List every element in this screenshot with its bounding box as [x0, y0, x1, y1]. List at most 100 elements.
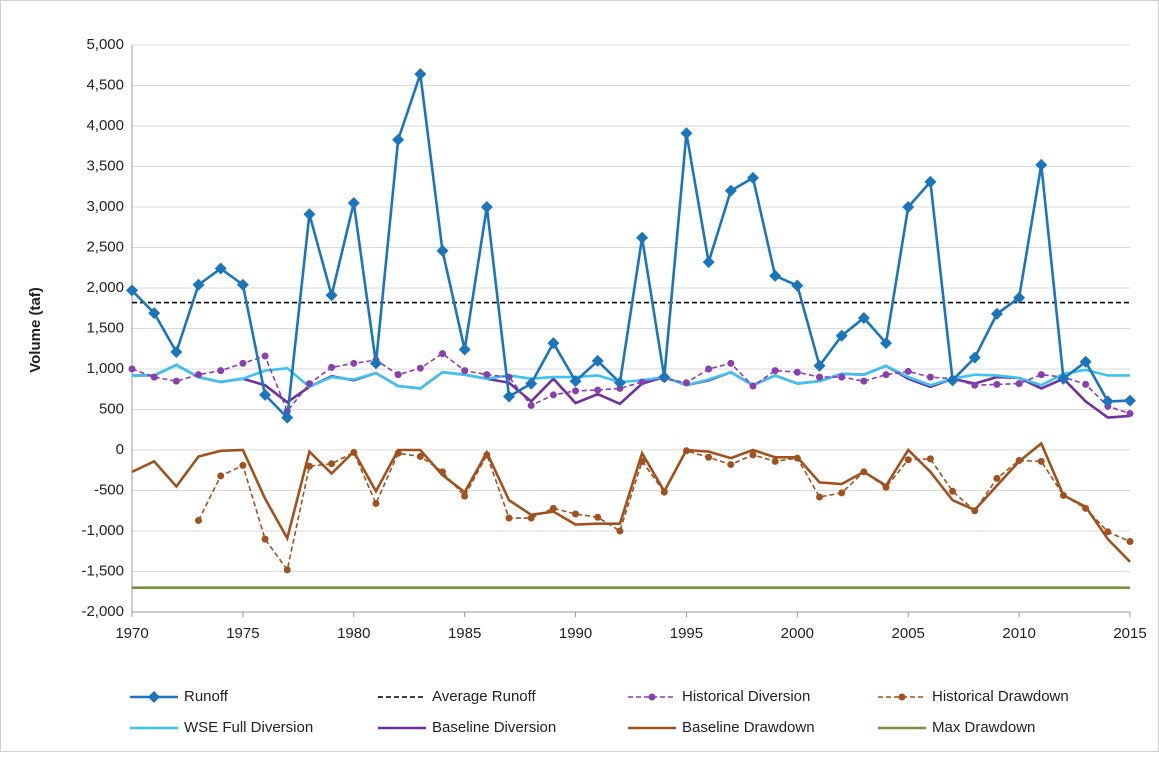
- data-point: [682, 447, 690, 455]
- x-tick-label: 2005: [892, 625, 925, 642]
- y-tick-label: 3,000: [86, 198, 124, 215]
- data-point: [414, 68, 427, 81]
- data-point: [682, 379, 690, 387]
- data-point: [749, 382, 757, 390]
- series-line: [131, 352, 1131, 415]
- y-tick-label: 1,500: [86, 319, 124, 336]
- y-tick-label: 3,500: [86, 157, 124, 174]
- data-point: [394, 449, 402, 457]
- data-point: [1124, 394, 1136, 407]
- data-point: [638, 457, 646, 465]
- data-point: [217, 367, 225, 375]
- data-point: [1037, 457, 1045, 465]
- data-point: [1082, 380, 1090, 388]
- x-tick-label: 1990: [559, 625, 592, 642]
- y-tick-label: -1,000: [81, 522, 124, 539]
- data-point: [483, 371, 491, 379]
- data-point: [993, 474, 1001, 482]
- data-point: [838, 489, 846, 497]
- data-point: [990, 307, 1003, 320]
- data-point: [636, 231, 649, 244]
- y-tick-label: 4,000: [86, 117, 124, 134]
- legend-marker: [648, 693, 656, 701]
- data-point: [195, 516, 203, 524]
- x-tick-label: 1975: [226, 625, 259, 642]
- data-point: [527, 514, 535, 522]
- data-point: [813, 359, 826, 372]
- data-point: [305, 380, 313, 388]
- y-tick-label: 1,000: [86, 360, 124, 377]
- data-point: [303, 208, 316, 221]
- data-point: [968, 351, 981, 364]
- data-point: [816, 373, 824, 381]
- data-point: [192, 278, 205, 291]
- x-tick-label: 2010: [1002, 625, 1035, 642]
- legend-marker: [148, 691, 160, 703]
- series-line: [132, 363, 1131, 419]
- data-point: [926, 373, 934, 381]
- data-point: [328, 460, 336, 468]
- data-point: [261, 352, 269, 360]
- y-tick-label: 2,000: [86, 279, 124, 296]
- y-tick-label: 0: [116, 441, 124, 458]
- data-point: [347, 196, 360, 209]
- y-tick-label: -500: [94, 481, 124, 498]
- data-point: [1082, 504, 1090, 512]
- data-point: [1037, 371, 1045, 379]
- data-point: [283, 566, 291, 574]
- data-point: [971, 381, 979, 389]
- data-point: [658, 371, 671, 384]
- data-point: [926, 455, 934, 463]
- y-tick-label: -2,000: [81, 603, 124, 620]
- y-tick-label: 4,500: [86, 76, 124, 93]
- data-point: [613, 376, 626, 389]
- data-point: [1015, 380, 1023, 388]
- data-point: [436, 244, 449, 257]
- data-point: [904, 456, 912, 464]
- data-point: [527, 401, 535, 409]
- data-point: [771, 367, 779, 375]
- series-line: [132, 363, 1130, 390]
- data-point: [702, 256, 715, 269]
- data-point: [724, 184, 737, 197]
- y-axis-label: Volume (taf): [27, 287, 44, 373]
- legend-label: Historical Diversion: [682, 688, 810, 705]
- data-point: [394, 371, 402, 379]
- data-point: [946, 374, 959, 387]
- legend-label: Runoff: [184, 688, 229, 705]
- x-tick-label: 2015: [1113, 625, 1146, 642]
- data-point: [350, 359, 358, 367]
- data-point: [128, 365, 136, 373]
- data-point: [971, 507, 979, 515]
- data-point: [549, 504, 557, 512]
- data-point: [638, 378, 646, 386]
- x-tick-label: 1995: [670, 625, 703, 642]
- data-point: [328, 363, 336, 371]
- data-point: [305, 462, 313, 470]
- x-tick-label: 2000: [781, 625, 814, 642]
- data-point: [746, 171, 759, 184]
- data-point: [838, 373, 846, 381]
- data-point: [416, 452, 424, 460]
- data-point: [591, 354, 604, 367]
- data-point: [769, 269, 782, 282]
- data-point: [549, 391, 557, 399]
- data-point: [1126, 538, 1134, 546]
- data-point: [924, 175, 937, 188]
- data-point: [483, 451, 491, 459]
- data-point: [860, 468, 868, 476]
- data-point: [1013, 291, 1026, 304]
- data-point: [705, 365, 713, 373]
- data-point: [705, 453, 713, 461]
- data-point: [239, 359, 247, 367]
- data-point: [503, 390, 516, 403]
- data-point: [281, 411, 294, 424]
- data-point: [325, 289, 338, 302]
- x-tick-label: 1970: [115, 625, 148, 642]
- data-point: [1059, 491, 1067, 499]
- data-point: [572, 510, 580, 518]
- data-point: [350, 448, 358, 456]
- data-point: [749, 451, 757, 459]
- data-point: [902, 201, 915, 213]
